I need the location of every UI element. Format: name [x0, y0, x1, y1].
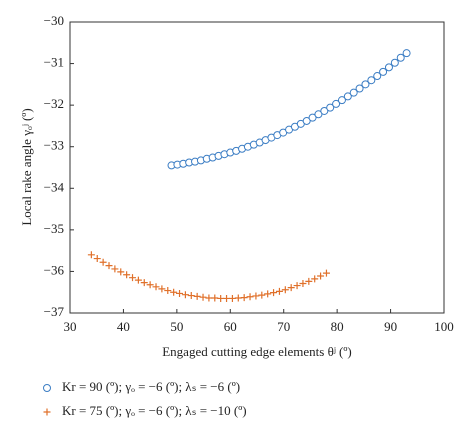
data-point [187, 292, 195, 300]
data-point [343, 92, 352, 101]
data-point [211, 294, 219, 302]
legend-label: Kr = 90 (º); γₒ = −6 (º); λₛ = −6 (º) [62, 379, 240, 394]
data-point [349, 88, 358, 97]
data-point [317, 272, 325, 280]
x-tick-label: 90 [384, 319, 397, 334]
y-tick-label: −36 [44, 262, 65, 277]
x-tick-label: 100 [434, 319, 454, 334]
data-point [332, 99, 341, 108]
legend-label: Kr = 75 (º); γₒ = −6 (º); λₛ = −10 (º) [62, 403, 247, 418]
legend-marker [43, 384, 51, 392]
y-tick-label: −32 [44, 96, 64, 111]
data-point [228, 294, 236, 302]
data-point [355, 84, 364, 93]
y-tick-label: −35 [44, 221, 64, 236]
data-point [199, 293, 207, 301]
data-point [123, 271, 131, 279]
data-point [275, 287, 283, 295]
data-point [287, 284, 295, 292]
data-point [361, 80, 370, 89]
x-tick-label: 50 [170, 319, 183, 334]
data-point [305, 277, 313, 285]
plot-frame [69, 21, 445, 314]
data-point [111, 265, 119, 273]
y-tick-label: −31 [44, 55, 64, 70]
y-tick-label: −34 [44, 179, 65, 194]
data-point [87, 251, 95, 259]
data-point [390, 58, 399, 67]
data-point [293, 282, 301, 290]
x-tick-label: 40 [117, 319, 130, 334]
data-point [205, 294, 213, 302]
data-point [181, 291, 189, 299]
data-point [164, 287, 172, 295]
data-point [314, 110, 323, 119]
data-point [270, 289, 278, 297]
data-point [402, 49, 411, 58]
data-point [193, 292, 201, 300]
data-point [373, 72, 382, 81]
legend-marker [43, 408, 51, 416]
data-point [281, 286, 289, 294]
y-tick-label: −33 [44, 138, 64, 153]
data-point [105, 262, 113, 270]
data-point [299, 279, 307, 287]
data-point [246, 293, 254, 301]
data-point [117, 268, 125, 276]
data-point [234, 294, 242, 302]
data-point [240, 294, 248, 302]
data-point [302, 116, 311, 125]
data-point [217, 294, 225, 302]
data-point [223, 294, 231, 302]
data-point [152, 283, 160, 291]
data-point [99, 258, 107, 266]
data-point [146, 281, 154, 289]
x-tick-label: 30 [64, 319, 77, 334]
data-point [252, 292, 260, 300]
data-point [140, 279, 148, 287]
data-point [308, 113, 317, 122]
data-point [367, 76, 376, 85]
data-point [337, 96, 346, 105]
data-point [264, 290, 272, 298]
y-tick-label: −37 [44, 304, 65, 319]
data-point [134, 276, 142, 284]
x-tick-label: 60 [224, 319, 237, 334]
data-point [379, 67, 388, 76]
data-point [258, 291, 266, 299]
data-point [384, 63, 393, 72]
data-point [170, 288, 178, 296]
data-point [158, 285, 166, 293]
data-point [176, 289, 184, 297]
x-tick-label: 70 [277, 319, 290, 334]
data-point [320, 106, 329, 115]
data-point [129, 274, 137, 282]
data-point [93, 255, 101, 263]
x-tick-label: 80 [331, 319, 344, 334]
data-point [326, 103, 335, 112]
x-axis-label: Engaged cutting edge elements θʲ (º) [162, 344, 352, 359]
y-tick-label: −30 [44, 13, 64, 28]
data-point [396, 53, 405, 62]
data-point [322, 269, 330, 277]
data-point [311, 275, 319, 283]
y-axis-label: Local rake angle γₒʲ (º) [19, 108, 34, 225]
